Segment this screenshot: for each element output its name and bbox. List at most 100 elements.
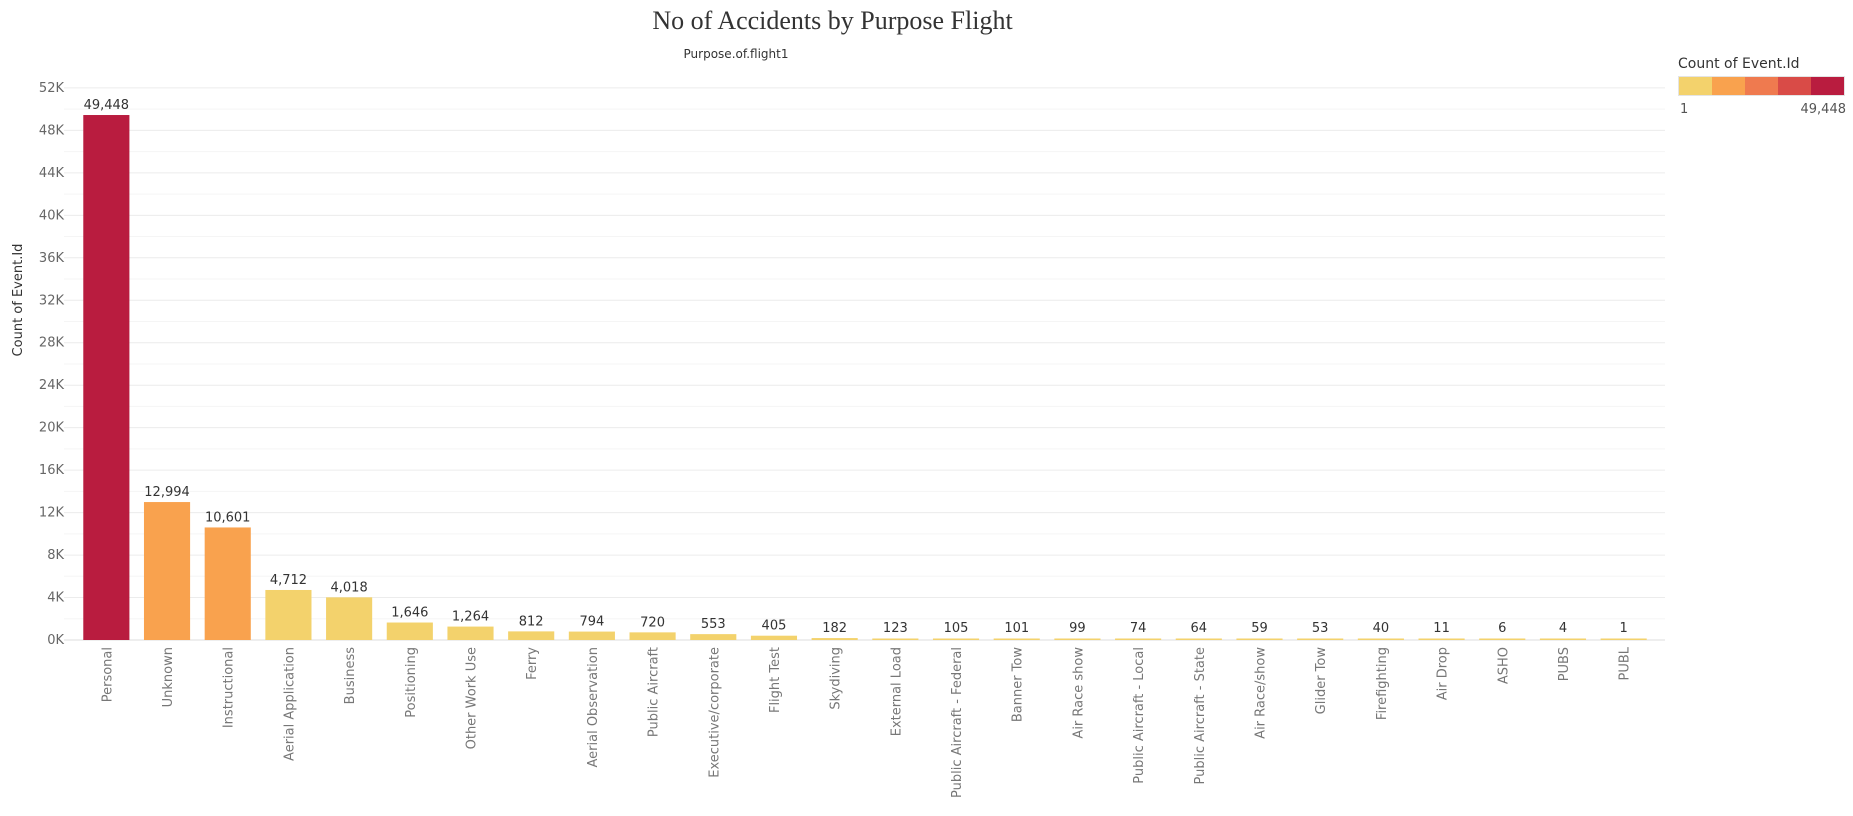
bar-value-label: 4 xyxy=(1559,621,1567,636)
y-tick-label: 24K xyxy=(39,378,65,393)
x-category-label: Flight Test xyxy=(768,647,783,713)
bar xyxy=(993,638,1040,640)
bar xyxy=(872,638,919,640)
bar xyxy=(1115,638,1162,640)
bar-value-label: 105 xyxy=(944,621,969,636)
x-category-label: Public Aircraft xyxy=(647,647,662,737)
bar-value-label: 1 xyxy=(1620,621,1628,636)
y-tick-label: 44K xyxy=(39,166,65,181)
x-category-label: Positioning xyxy=(404,647,419,718)
legend-color-ramp xyxy=(1678,76,1845,96)
x-category-label: Public Aircraft - State xyxy=(1193,647,1208,784)
y-axis-ticks: 0K 4K 8K 12K 16K 20K 24K 28K 32K 36K 40K 44K 48K 52K xyxy=(39,81,65,648)
bar-value-label: 4,018 xyxy=(331,580,368,595)
bar xyxy=(1539,638,1587,640)
y-axis-title: Count of Event.Id xyxy=(11,244,26,357)
x-category-label: Air Race/show xyxy=(1254,647,1269,739)
x-category-label: Instructional xyxy=(222,647,237,728)
x-category-label: Air Drop xyxy=(1436,647,1451,700)
color-legend: Count of Event.Id 1 49,448 xyxy=(1678,56,1848,120)
x-category-label: ASHO xyxy=(1496,647,1511,684)
y-tick-label: 36K xyxy=(39,251,65,266)
bar xyxy=(568,631,615,640)
y-tick-label: 20K xyxy=(39,421,65,436)
bar-value-label: 405 xyxy=(762,619,787,634)
x-category-label: Firefighting xyxy=(1375,647,1390,720)
bar-value-label: 182 xyxy=(822,621,847,636)
bar xyxy=(265,589,312,640)
y-tick-label: 32K xyxy=(39,293,65,308)
x-category-label: Public Aircraft - Federal xyxy=(950,647,965,798)
bar xyxy=(508,631,555,640)
x-category-label: Air Race show xyxy=(1071,647,1086,739)
y-tick-label: 48K xyxy=(39,123,65,138)
bar-value-label: 123 xyxy=(883,621,908,636)
bar-value-label: 101 xyxy=(1004,621,1029,636)
bar-value-label: 812 xyxy=(519,614,544,629)
y-tick-label: 28K xyxy=(39,336,65,351)
legend-swatch xyxy=(1778,77,1811,95)
bar-value-label: 12,994 xyxy=(144,485,190,500)
x-category-label: Executive/corporate xyxy=(707,647,722,778)
legend-min-label: 1 xyxy=(1680,102,1689,117)
bar xyxy=(143,502,191,640)
legend-labels: 1 49,448 xyxy=(1678,102,1848,120)
x-category-label: PUBL xyxy=(1618,646,1633,680)
bar xyxy=(690,634,737,640)
x-category-label: Unknown xyxy=(161,647,176,707)
x-category-label: Aerial Application xyxy=(282,647,297,761)
x-category-label: Business xyxy=(343,647,358,705)
x-category-label: PUBS xyxy=(1557,647,1572,681)
bar-value-label: 1,646 xyxy=(391,606,428,621)
bar-value-label: 64 xyxy=(1191,621,1208,636)
bar xyxy=(447,626,494,640)
bar xyxy=(1297,638,1344,640)
bar xyxy=(1236,638,1283,640)
y-tick-label: 8K xyxy=(47,548,64,563)
bar-value-label: 4,712 xyxy=(270,573,307,588)
x-category-label: Public Aircraft - Local xyxy=(1132,647,1147,784)
x-category-label: Skydiving xyxy=(829,647,844,710)
gridlines xyxy=(64,87,1665,641)
legend-swatch xyxy=(1679,77,1712,95)
bar xyxy=(326,597,373,640)
y-tick-label: 4K xyxy=(47,591,64,606)
bar-value-label: 53 xyxy=(1312,621,1329,636)
bar-value-label: 10,601 xyxy=(205,510,251,525)
bar xyxy=(750,635,798,640)
legend-swatch xyxy=(1712,77,1745,95)
y-tick-label: 52K xyxy=(39,81,65,96)
legend-max-label: 49,448 xyxy=(1800,102,1847,117)
legend-title: Count of Event.Id xyxy=(1678,56,1800,72)
x-category-label: Glider Tow xyxy=(1314,647,1329,715)
bar-value-label: 720 xyxy=(640,615,665,630)
bar-value-label: 59 xyxy=(1251,621,1268,636)
column-header: Purpose.of.flight1 xyxy=(684,47,789,61)
bar xyxy=(1357,638,1404,640)
bars xyxy=(83,115,1647,641)
bar-value-label: 74 xyxy=(1130,621,1147,636)
x-category-label: Other Work Use xyxy=(465,647,480,749)
y-tick-label: 0K xyxy=(47,633,64,648)
y-tick-label: 40K xyxy=(39,208,65,223)
bar xyxy=(204,527,251,640)
bar-value-label: 1,264 xyxy=(452,610,489,625)
bar xyxy=(1479,638,1526,640)
value-labels: 49,448 12,994 10,601 4,712 4,018 1,646 1,264 81… xyxy=(84,98,1628,636)
bar-value-label: 49,448 xyxy=(84,98,130,113)
bar xyxy=(1175,638,1222,640)
bar-value-label: 11 xyxy=(1433,621,1450,636)
bar xyxy=(83,115,130,641)
x-category-label: Personal xyxy=(100,647,115,702)
bar xyxy=(932,638,980,640)
x-category-label: Banner Tow xyxy=(1011,647,1026,723)
legend-swatch xyxy=(1745,77,1778,95)
y-tick-label: 12K xyxy=(39,506,65,521)
bar-chart: Purpose.of.flight1 Count of Event.Id 0K 4… xyxy=(11,47,1665,798)
bar xyxy=(629,632,676,640)
bar xyxy=(1600,638,1647,640)
bar-value-label: 40 xyxy=(1373,621,1390,636)
x-axis-labels: Personal Unknown Instructional Aerial Appli… xyxy=(100,646,1632,798)
x-category-label: Aerial Observation xyxy=(586,647,601,768)
chart-title: No of Accidents by Purpose Flight xyxy=(652,6,1013,35)
